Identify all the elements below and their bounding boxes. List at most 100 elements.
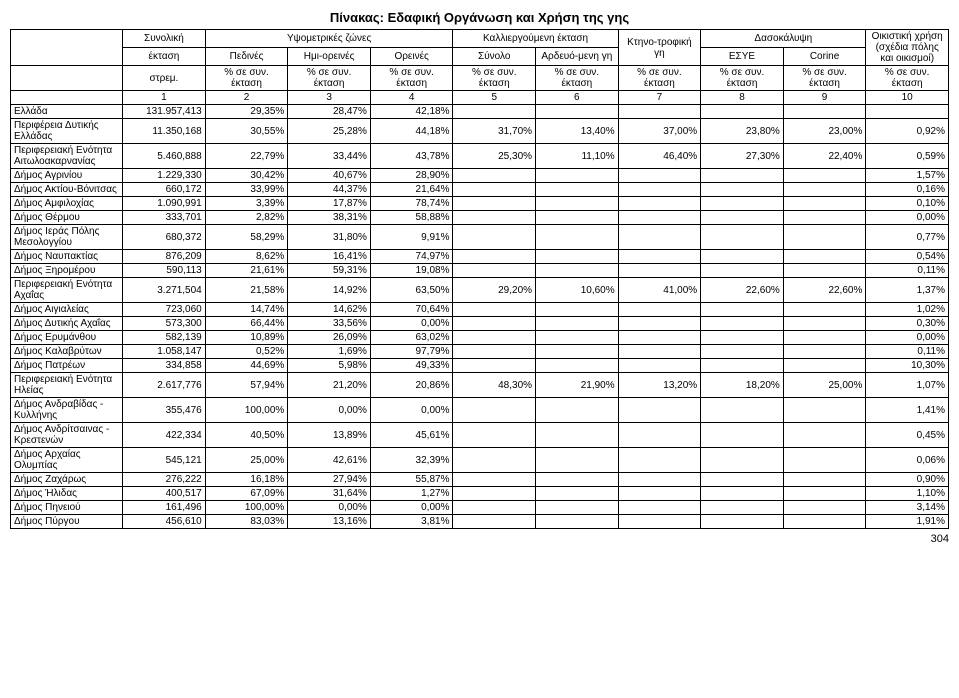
row-label: Δήμος Ιεράς Πόλης Μεσολογγίου xyxy=(11,225,123,250)
cell: 161,496 xyxy=(123,501,206,515)
hdr-altitude: Υψομετρικές ζώνες xyxy=(205,30,453,48)
cell xyxy=(783,317,866,331)
page-number: 304 xyxy=(10,533,949,545)
cell xyxy=(701,317,784,331)
table-row: Δήμος Πύργου456,61083,03%13,16%3,81%1,91… xyxy=(11,515,949,529)
cell xyxy=(701,211,784,225)
cell: 573,300 xyxy=(123,317,206,331)
cell: 545,121 xyxy=(123,448,206,473)
cell xyxy=(453,398,536,423)
cell: 660,172 xyxy=(123,183,206,197)
cell: 0,00% xyxy=(866,331,949,345)
cell: 48,30% xyxy=(453,373,536,398)
cell xyxy=(453,250,536,264)
cell xyxy=(783,211,866,225)
table-row: Περιφερειακή Ενότητα Ηλείας2.617,77657,9… xyxy=(11,373,949,398)
cell: 14,74% xyxy=(205,303,288,317)
cell xyxy=(536,264,619,278)
hdr-total2: Σύνολο xyxy=(453,48,536,66)
cell: 9,91% xyxy=(370,225,453,250)
cell xyxy=(536,197,619,211)
cell: 11.350,168 xyxy=(123,119,206,144)
table-row: Ελλάδα131.957,41329,35%28,47%42,18% xyxy=(11,105,949,119)
cell: 23,00% xyxy=(783,119,866,144)
cell: 590,113 xyxy=(123,264,206,278)
cell: 21,20% xyxy=(288,373,371,398)
cell: 0,10% xyxy=(866,197,949,211)
cell xyxy=(618,487,701,501)
cell: 30,42% xyxy=(205,169,288,183)
cell xyxy=(453,211,536,225)
row-label: Περιφερειακή Ενότητα Αχαΐας xyxy=(11,278,123,303)
cell xyxy=(453,448,536,473)
cell: 1,41% xyxy=(866,398,949,423)
cell: 42,18% xyxy=(370,105,453,119)
cell: 25,00% xyxy=(205,448,288,473)
row-label: Δήμος Ήλιδας xyxy=(11,487,123,501)
table-row: Περιφερειακή Ενότητα Αχαΐας3.271,50421,5… xyxy=(11,278,949,303)
cell xyxy=(536,473,619,487)
cell xyxy=(453,264,536,278)
cell xyxy=(701,264,784,278)
hdr-unit-2: % σε συν. έκταση xyxy=(205,66,288,91)
cell: 40,50% xyxy=(205,423,288,448)
cell: 22,79% xyxy=(205,144,288,169)
hdr-unit-9: % σε συν. έκταση xyxy=(783,66,866,91)
cell xyxy=(701,501,784,515)
table-header: Συνολική Υψομετρικές ζώνες Καλλιεργούμεν… xyxy=(11,30,949,105)
cell: 0,00% xyxy=(866,211,949,225)
cell: 14,92% xyxy=(288,278,371,303)
cell: 0,06% xyxy=(866,448,949,473)
cell: 3,14% xyxy=(866,501,949,515)
hdr-unit-5: % σε συν. έκταση xyxy=(453,66,536,91)
cell: 10,89% xyxy=(205,331,288,345)
cell: 1,91% xyxy=(866,515,949,529)
cell xyxy=(783,303,866,317)
cell: 680,372 xyxy=(123,225,206,250)
cell: 355,476 xyxy=(123,398,206,423)
cell: 1,27% xyxy=(370,487,453,501)
table-row: Δήμος Δυτικής Αχαΐας573,30066,44%33,56%0… xyxy=(11,317,949,331)
cell xyxy=(618,331,701,345)
hdr-area: έκταση xyxy=(123,48,206,66)
cell xyxy=(618,423,701,448)
cell: 22,60% xyxy=(783,278,866,303)
cell: 21,58% xyxy=(205,278,288,303)
table-row: Δήμος Ερυμάνθου582,13910,89%26,09%63,02%… xyxy=(11,331,949,345)
table-body: Ελλάδα131.957,41329,35%28,47%42,18%Περιφ… xyxy=(11,105,949,529)
table-row: Δήμος Ανδραβίδας - Κυλλήνης355,476100,00… xyxy=(11,398,949,423)
cell: 25,30% xyxy=(453,144,536,169)
cell: 0,00% xyxy=(288,398,371,423)
cell xyxy=(701,105,784,119)
cell xyxy=(618,473,701,487)
row-label: Δήμος Ζαχάρως xyxy=(11,473,123,487)
cell xyxy=(536,303,619,317)
cell xyxy=(701,398,784,423)
hdr-lowland: Πεδινές xyxy=(205,48,288,66)
row-label: Περιφέρεια Δυτικής Ελλάδας xyxy=(11,119,123,144)
cell xyxy=(453,317,536,331)
hdr-residential: Οικιστική χρήση (σχέδια πόλης και οικισμ… xyxy=(866,30,949,66)
table-row: Δήμος Καλαβρύτων1.058,1470,52%1,69%97,79… xyxy=(11,345,949,359)
cell xyxy=(453,345,536,359)
cell: 1.058,147 xyxy=(123,345,206,359)
row-label: Δήμος Αρχαίας Ολυμπίας xyxy=(11,448,123,473)
cell: 2,82% xyxy=(205,211,288,225)
cell xyxy=(783,345,866,359)
cell xyxy=(536,423,619,448)
cell: 422,334 xyxy=(123,423,206,448)
cell xyxy=(618,250,701,264)
row-label: Δήμος Πατρέων xyxy=(11,359,123,373)
cell: 21,61% xyxy=(205,264,288,278)
cell xyxy=(453,183,536,197)
col-num-6: 6 xyxy=(536,91,619,105)
table-row: Δήμος Αγρινίου1.229,33030,42%40,67%28,90… xyxy=(11,169,949,183)
cell xyxy=(783,487,866,501)
table-row: Περιφερειακή Ενότητα Αιτωλοακαρνανίας5.4… xyxy=(11,144,949,169)
cell: 17,87% xyxy=(288,197,371,211)
row-label: Περιφερειακή Ενότητα Ηλείας xyxy=(11,373,123,398)
cell: 67,09% xyxy=(205,487,288,501)
cell: 3,39% xyxy=(205,197,288,211)
cell: 1.229,330 xyxy=(123,169,206,183)
cell: 66,44% xyxy=(205,317,288,331)
